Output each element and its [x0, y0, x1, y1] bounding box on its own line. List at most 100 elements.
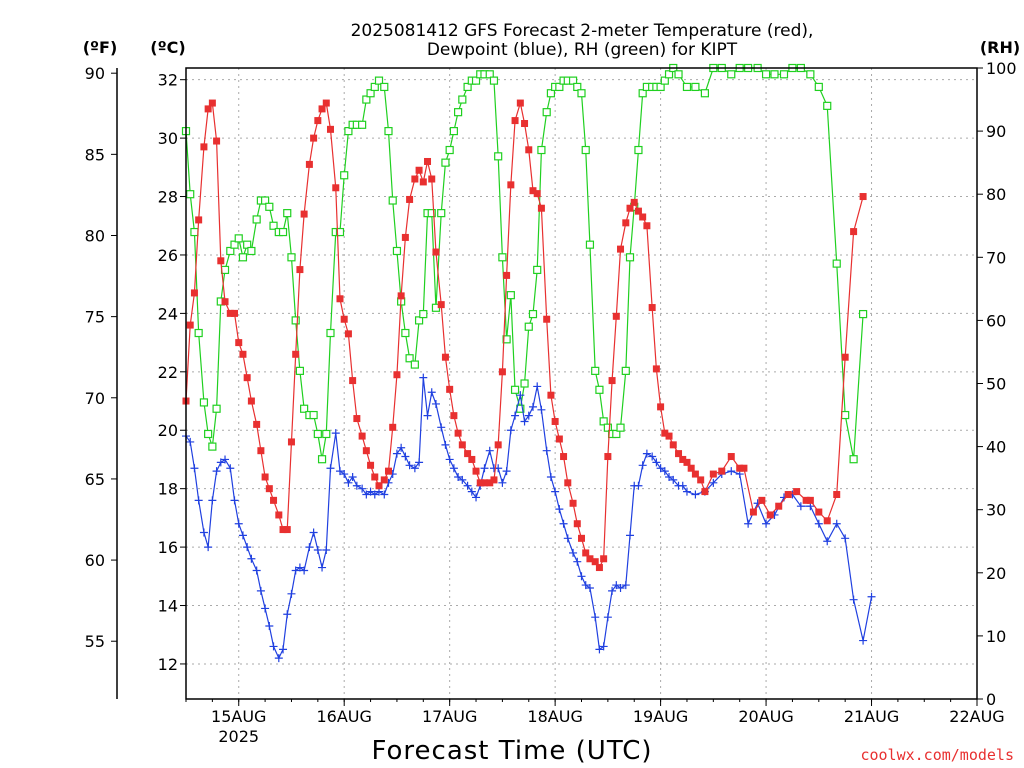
dewpoint-point — [467, 487, 476, 496]
temperature-point — [749, 508, 757, 516]
temperature-point — [634, 207, 642, 215]
temperature-point — [235, 339, 243, 347]
rh-point — [761, 70, 771, 79]
dewpoint-point — [555, 505, 564, 514]
temperature-point — [332, 184, 340, 192]
temperature-point — [806, 496, 814, 504]
temperature-point — [630, 198, 638, 206]
rh-point — [841, 410, 850, 420]
dewpoint-point — [678, 481, 687, 490]
temperature-point — [701, 488, 709, 496]
temperature-point — [841, 353, 849, 361]
chart-title-line-1: 2025081412 GFS Forecast 2-meter Temperat… — [351, 21, 814, 41]
temperature-point — [190, 289, 198, 297]
rh-point — [770, 70, 779, 79]
dewpoint-point — [335, 467, 344, 476]
rh-point — [634, 145, 643, 155]
dewpoint-point — [652, 458, 661, 467]
rh-point — [823, 101, 832, 110]
dewpoint-point — [709, 478, 718, 487]
rh-point — [326, 328, 335, 338]
fahrenheit-tick-label: 65 — [85, 470, 105, 489]
rh-point — [599, 417, 608, 426]
fahrenheit-tick-label: 75 — [85, 308, 105, 327]
dewpoint-point — [199, 528, 208, 537]
dewpoint-point — [498, 478, 507, 487]
temperature-point — [310, 134, 318, 142]
rh-tick-label: 30 — [986, 501, 1006, 520]
dewpoint-point — [621, 581, 630, 590]
dewpoint-point — [318, 563, 327, 572]
dewpoint-point — [226, 464, 235, 473]
dewpoint-point — [520, 417, 529, 426]
rh-point — [591, 366, 600, 375]
temperature-point — [775, 502, 783, 510]
temperature-point — [344, 330, 352, 338]
rh-point — [471, 76, 481, 85]
fahrenheit-tick-label: 85 — [85, 145, 105, 164]
rh-point — [682, 82, 692, 92]
temperature-point — [411, 175, 419, 183]
dewpoint-point — [261, 604, 270, 613]
dewpoint-point — [458, 475, 467, 484]
dewpoint-point — [516, 391, 525, 400]
dewpoint-point — [546, 472, 555, 481]
time-tick-label: 17AUG — [422, 707, 477, 726]
temperature-point — [573, 520, 581, 528]
dewpoint-point — [612, 581, 621, 590]
dewpoint-point — [243, 543, 252, 552]
fahrenheit-unit-label: (ºF) — [83, 38, 118, 57]
temperature-point — [665, 432, 673, 440]
rh-point — [392, 246, 402, 256]
rh-point — [410, 360, 419, 369]
dewpoint-point — [472, 493, 481, 502]
celsius-tick-label: 30 — [158, 129, 178, 148]
temperature-point — [595, 564, 603, 572]
dewpoint-point — [247, 554, 256, 563]
time-tick-label: 16AUG — [316, 707, 371, 726]
dewpoint-point — [642, 449, 651, 458]
dewpoint-point — [511, 411, 520, 420]
rh-point — [612, 429, 621, 439]
dewpoint-point — [648, 452, 657, 461]
rh-point — [291, 316, 300, 325]
temperature-point — [195, 216, 203, 224]
temperature-point — [511, 117, 519, 125]
temperature-point — [766, 511, 774, 519]
temperature-point — [419, 178, 427, 186]
temperature-point — [393, 371, 401, 379]
dewpoint-point — [591, 613, 600, 622]
dewpoint-point — [441, 440, 450, 449]
dewpoint-point — [291, 566, 300, 575]
celsius-tick-label: 20 — [158, 421, 178, 440]
temperature-point — [617, 245, 625, 253]
temperature-point — [253, 420, 261, 428]
dewpoint-point — [454, 472, 463, 481]
rh-point — [370, 82, 379, 92]
dewpoint-point — [528, 402, 537, 411]
fahrenheit-tick-label: 90 — [85, 64, 105, 83]
celsius-tick-label: 22 — [158, 363, 178, 382]
dewpoint-point — [230, 496, 239, 505]
temperature-point — [490, 476, 498, 484]
dewpoint-point — [665, 472, 674, 481]
dewpoint-point — [252, 566, 261, 575]
time-tick-label: 18AUG — [527, 707, 582, 726]
rh-point — [494, 152, 503, 161]
rh-point — [287, 253, 296, 262]
temperature-point — [648, 304, 656, 312]
temperature-point — [371, 473, 379, 481]
temperature-point — [547, 391, 555, 399]
rh-tick-label: 60 — [986, 311, 1006, 330]
temperature-point — [424, 157, 432, 165]
fahrenheit-tick-label: 80 — [85, 226, 105, 245]
rh-point — [458, 95, 467, 104]
rh-point — [664, 70, 674, 79]
rh-point — [414, 316, 424, 325]
temperature-point — [454, 429, 462, 437]
dewpoint-point — [463, 481, 472, 490]
rh-point — [278, 227, 288, 237]
dewpoint-point — [537, 405, 546, 414]
temperature-point — [516, 99, 524, 107]
dewpoint-point — [352, 481, 361, 490]
